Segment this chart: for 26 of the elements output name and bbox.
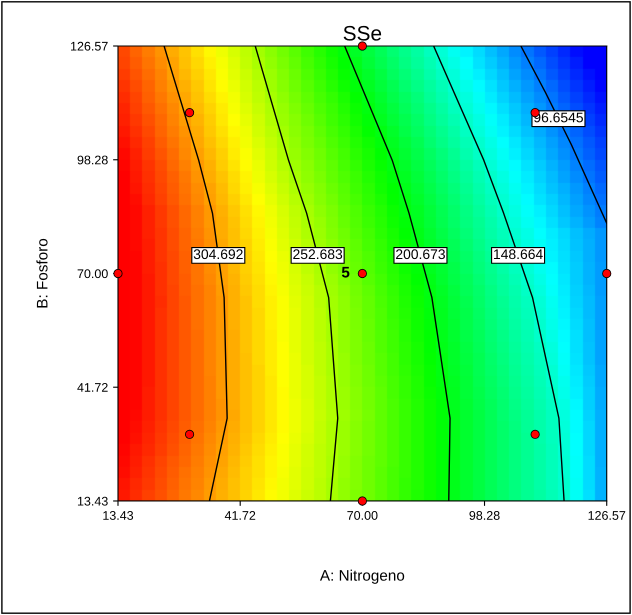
annotation: 5 [342, 266, 350, 278]
y-tick-label: 126.57 [70, 42, 108, 51]
point [530, 430, 540, 439]
point [113, 268, 123, 278]
x-tick-label: 13.43 [103, 511, 134, 520]
series-label: 200.673 [396, 249, 445, 260]
x-tick-label: 98.28 [469, 511, 500, 520]
x-tick-label: 70.00 [347, 511, 378, 520]
chart-title: SSe [344, 26, 382, 41]
y-axis-title: B: Fosforo [36, 238, 48, 308]
series-label: 148.664 [494, 249, 543, 260]
point [358, 496, 367, 506]
point [602, 268, 612, 278]
series-label: 304.692 [194, 249, 243, 260]
y-tick-label: 70.00 [78, 269, 108, 278]
point [184, 108, 194, 118]
y-tick-label: 41.72 [77, 383, 108, 392]
x-tick-label: 126.57 [588, 511, 626, 520]
series-label: 252.683 [293, 249, 342, 260]
point [358, 268, 367, 278]
point [358, 41, 367, 51]
x-tick-label: 41.72 [224, 511, 256, 520]
y-tick-label: 98.28 [78, 156, 108, 164]
x-axis-title: A: Nitrogeno [320, 570, 404, 584]
point [184, 430, 194, 439]
y-tick-label: 13.43 [78, 496, 108, 506]
